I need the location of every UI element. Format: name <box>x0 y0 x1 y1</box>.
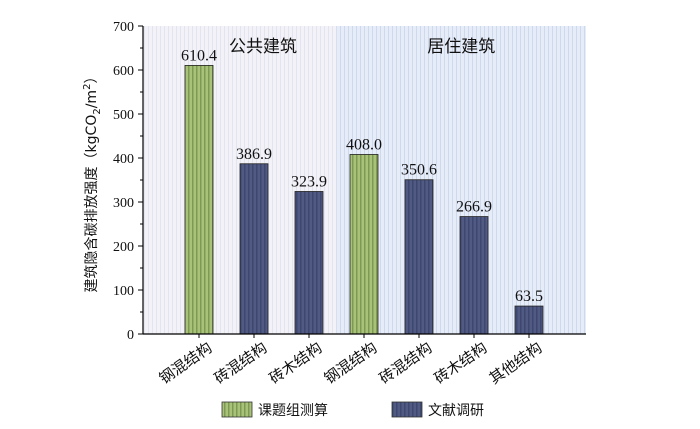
y-tick-label: 700 <box>113 20 134 35</box>
x-tick-label: 砖混结构 <box>211 339 270 388</box>
y-tick-label: 200 <box>113 240 134 255</box>
y-tick-label: 500 <box>113 108 134 123</box>
bar <box>294 191 324 335</box>
legend-label-series-1: 文献调研 <box>428 403 484 419</box>
bar <box>239 163 269 335</box>
x-tick-label: 钢混结构 <box>321 339 380 388</box>
data-label: 408.0 <box>346 136 382 153</box>
bar <box>349 154 379 335</box>
y-tick-label: 100 <box>113 284 134 299</box>
bars <box>184 65 544 335</box>
data-label: 610.4 <box>181 47 217 64</box>
y-axis-title: 建筑隐含碳排放强度（kgCO2/m2） <box>82 70 103 293</box>
x-tick-label: 其他结构 <box>486 339 545 388</box>
bar <box>514 305 544 335</box>
data-label: 266.9 <box>456 199 492 216</box>
bar <box>404 179 434 335</box>
legend: 课题组测算 文献调研 <box>221 401 484 419</box>
region-label: 居住建筑 <box>427 37 495 57</box>
data-label: 63.5 <box>515 288 543 305</box>
data-label: 350.6 <box>401 162 437 179</box>
data-label: 323.9 <box>291 173 327 190</box>
x-tick-label: 砖木结构 <box>431 339 490 388</box>
labels: 公共建筑 居住建筑 610.4 386.9 323.9 408.0 350.6 266.9 63… <box>181 37 543 305</box>
y-tick-label: 0 <box>127 328 134 343</box>
x-tick-label: 砖木结构 <box>266 339 325 388</box>
y-tick-label: 300 <box>113 196 134 211</box>
legend-swatch-series-1 <box>391 401 423 418</box>
x-tick-label: 砖混结构 <box>376 339 435 388</box>
legend-label-series-0: 课题组测算 <box>258 403 328 419</box>
y-tick-label: 600 <box>113 64 134 79</box>
bar <box>184 65 214 335</box>
data-label: 386.9 <box>236 146 272 163</box>
y-tick-label: 400 <box>113 152 134 167</box>
x-tick-label: 钢混结构 <box>156 339 215 388</box>
legend-swatch-series-0 <box>221 401 253 418</box>
region-label: 公共建筑 <box>229 37 297 57</box>
bar <box>459 216 489 335</box>
